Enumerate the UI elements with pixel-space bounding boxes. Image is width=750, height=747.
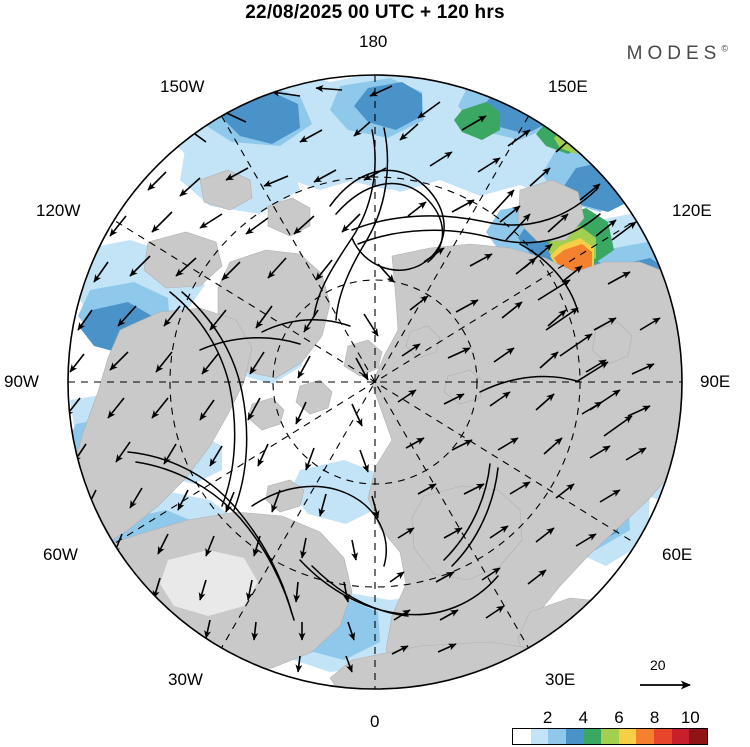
colorbar-tick-labels: 2 4 6 8 10 — [512, 708, 708, 728]
colorbar-swatch-10 — [689, 729, 708, 744]
wind-vector-key-arrow-icon — [640, 680, 692, 690]
lon-label-30E: 30E — [545, 670, 576, 689]
map-boundary — [67, 74, 683, 690]
lon-label-90W: 90W — [4, 372, 39, 391]
lon-label-180: 180 — [359, 32, 388, 51]
colorbar-swatch-2 — [548, 729, 566, 744]
colorbar-swatch-8 — [654, 729, 672, 744]
colorbar-swatch-9 — [671, 729, 690, 744]
wind-vector-key: 20 — [636, 657, 706, 699]
colorbar-tick-8: 8 — [649, 708, 660, 727]
modes-logo: MODES© — [627, 43, 728, 65]
graticule — [68, 75, 682, 689]
colorbar: 2 4 6 8 10 — [512, 708, 708, 746]
colorbar-tick-2: 2 — [542, 708, 553, 727]
colorbar-swatch-3 — [565, 729, 584, 744]
colorbar-swatch-7 — [636, 729, 655, 744]
colorbar-swatch-6 — [618, 729, 637, 744]
colorbar-tick-10: 10 — [680, 708, 700, 727]
colorbar-tick-6: 6 — [614, 708, 624, 727]
lon-label-90E: 90E — [700, 372, 731, 391]
colorbar-bar — [512, 728, 708, 745]
lon-label-60W: 60W — [43, 545, 78, 564]
copyright-icon: © — [721, 43, 728, 54]
lon-label-120W: 120W — [36, 201, 81, 220]
wind-vector-key-value: 20 — [650, 657, 666, 673]
lon-label-150E: 150E — [548, 77, 588, 96]
lon-label-0: 0 — [370, 712, 380, 731]
colorbar-swatch-1 — [530, 729, 549, 744]
modes-logo-text: MODES — [626, 43, 722, 64]
colorbar-swatch-0 — [513, 729, 531, 744]
colorbar-tick-4: 4 — [578, 708, 589, 727]
lon-label-120E: 120E — [672, 201, 712, 220]
page-title: 22/08/2025 00 UTC + 120 hrs — [245, 2, 505, 23]
colorbar-swatch-4 — [583, 729, 602, 744]
lon-label-150W: 150W — [160, 77, 205, 96]
lon-label-30W: 30W — [168, 670, 203, 689]
lon-label-60E: 60E — [662, 545, 693, 564]
colorbar-swatch-5 — [601, 729, 619, 744]
